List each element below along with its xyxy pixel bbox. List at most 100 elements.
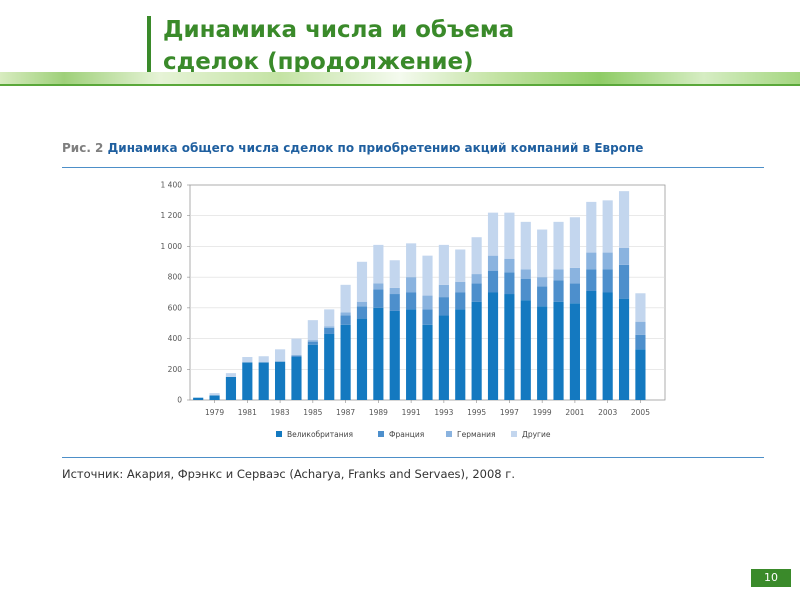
bar-1988-series-0 [356, 318, 368, 400]
x-tick-label: 1985 [303, 408, 322, 417]
bar-1991-series-0 [406, 309, 417, 400]
y-tick-label: 200 [168, 365, 183, 374]
bar-1997-series-3 [504, 212, 515, 259]
bar-1979-series-0 [209, 395, 220, 400]
bar-1990-series-3 [389, 260, 400, 288]
bar-1985-series-3 [307, 320, 318, 341]
caption-rule [62, 167, 764, 168]
legend-swatch-2 [446, 431, 452, 437]
x-tick-label: 1995 [467, 408, 486, 417]
bar-2003-series-0 [602, 292, 613, 400]
bar-2002-series-0 [586, 290, 597, 400]
x-tick-label: 1989 [369, 408, 388, 417]
bar-1991-series-2 [406, 277, 417, 293]
x-tick-label: 2003 [598, 408, 617, 417]
legend-label-2: Германия [457, 430, 496, 439]
bar-1993-series-1 [438, 297, 449, 316]
bar-2001-series-3 [569, 217, 580, 268]
bar-1987-series-3 [340, 284, 351, 313]
bar-1989-series-2 [373, 283, 384, 290]
bar-1990-series-1 [389, 294, 400, 311]
bar-1993-series-0 [438, 315, 449, 400]
bar-1996-series-3 [487, 212, 499, 256]
x-tick-label: 1991 [402, 408, 421, 417]
bar-1982-series-0 [258, 362, 269, 400]
bar-1995-series-2 [471, 274, 482, 284]
figure-label: Рис. 2 [62, 141, 104, 155]
x-tick-label: 1997 [500, 408, 519, 417]
bar-2000-series-1 [553, 280, 564, 302]
bar-2003-series-2 [602, 252, 613, 270]
bar-1993-series-2 [438, 284, 449, 298]
legend-label-1: Франция [389, 430, 424, 439]
bar-1986-series-3 [324, 309, 335, 327]
bar-1998-series-1 [520, 278, 531, 301]
bar-1996-series-0 [487, 292, 499, 400]
bar-2002-series-2 [586, 252, 597, 270]
y-tick-label: 400 [168, 334, 183, 343]
bar-1984-series-0 [291, 357, 302, 400]
bar-1986-series-1 [324, 327, 335, 334]
bar-1998-series-2 [520, 269, 531, 279]
slide-title: Динамика числа и объема сделок (продолже… [163, 17, 515, 75]
bar-1978-series-0 [193, 397, 204, 400]
bar-1985-series-0 [307, 344, 318, 400]
x-tick-label: 1987 [336, 408, 355, 417]
source-rule [62, 457, 764, 458]
bar-1983-series-0 [275, 361, 286, 400]
bar-1987-series-2 [340, 312, 351, 316]
bar-1992-series-1 [422, 309, 433, 325]
bar-1984-series-3 [291, 338, 302, 356]
bar-1999-series-2 [537, 277, 548, 287]
bar-1995-series-3 [471, 237, 482, 275]
bar-1988-series-1 [356, 306, 368, 319]
bar-1988-series-3 [356, 261, 368, 302]
bar-1984-series-1 [291, 355, 302, 357]
bar-1991-series-1 [406, 292, 417, 310]
bar-2004-series-3 [618, 191, 630, 248]
bar-1992-series-3 [422, 255, 433, 296]
page-number: 10 [751, 569, 791, 587]
bar-1997-series-0 [504, 294, 515, 400]
bar-1990-series-2 [389, 287, 400, 295]
bar-2005-series-2 [635, 321, 646, 335]
y-tick-label: 1 400 [161, 181, 183, 190]
bar-2000-series-0 [553, 301, 564, 400]
legend-label-0: Великобритания [287, 430, 353, 439]
bar-2005-series-0 [635, 349, 646, 400]
bar-2001-series-2 [569, 267, 580, 284]
y-tick-label: 800 [168, 273, 183, 282]
bar-1980-series-3 [225, 373, 237, 377]
bar-1994-series-0 [455, 309, 466, 400]
y-tick-label: 1 200 [161, 211, 183, 220]
bar-1989-series-1 [373, 289, 384, 308]
title-accent-bar [147, 16, 151, 76]
bar-1979-series-3 [209, 393, 220, 396]
bar-2005-series-1 [635, 334, 646, 350]
x-tick-label: 1999 [533, 408, 552, 417]
figure-caption-text: Динамика общего числа сделок по приобрет… [107, 141, 644, 155]
bar-1987-series-1 [340, 315, 351, 325]
bar-1981-series-0 [242, 362, 253, 400]
bar-2003-series-1 [602, 269, 613, 293]
bar-1999-series-1 [537, 286, 548, 307]
bar-2004-series-2 [618, 247, 630, 265]
bar-1994-series-1 [455, 292, 466, 310]
bar-2002-series-3 [586, 201, 597, 253]
bar-2000-series-3 [553, 221, 564, 270]
x-tick-label: 1979 [205, 408, 224, 417]
bar-1998-series-0 [520, 300, 531, 400]
bar-2001-series-1 [569, 283, 580, 304]
bar-2004-series-0 [618, 298, 630, 400]
figure-source: Источник: Акария, Фрэнкс и Серваэс (Acha… [62, 467, 515, 481]
bar-1986-series-2 [324, 326, 335, 328]
bar-2003-series-3 [602, 200, 613, 253]
bar-1982-series-3 [258, 356, 269, 363]
bar-2001-series-0 [569, 303, 580, 400]
bar-1992-series-0 [422, 324, 433, 400]
bar-1998-series-3 [520, 221, 531, 270]
bar-1990-series-0 [389, 310, 400, 400]
bar-1997-series-2 [504, 258, 515, 273]
bar-1999-series-3 [537, 229, 548, 278]
